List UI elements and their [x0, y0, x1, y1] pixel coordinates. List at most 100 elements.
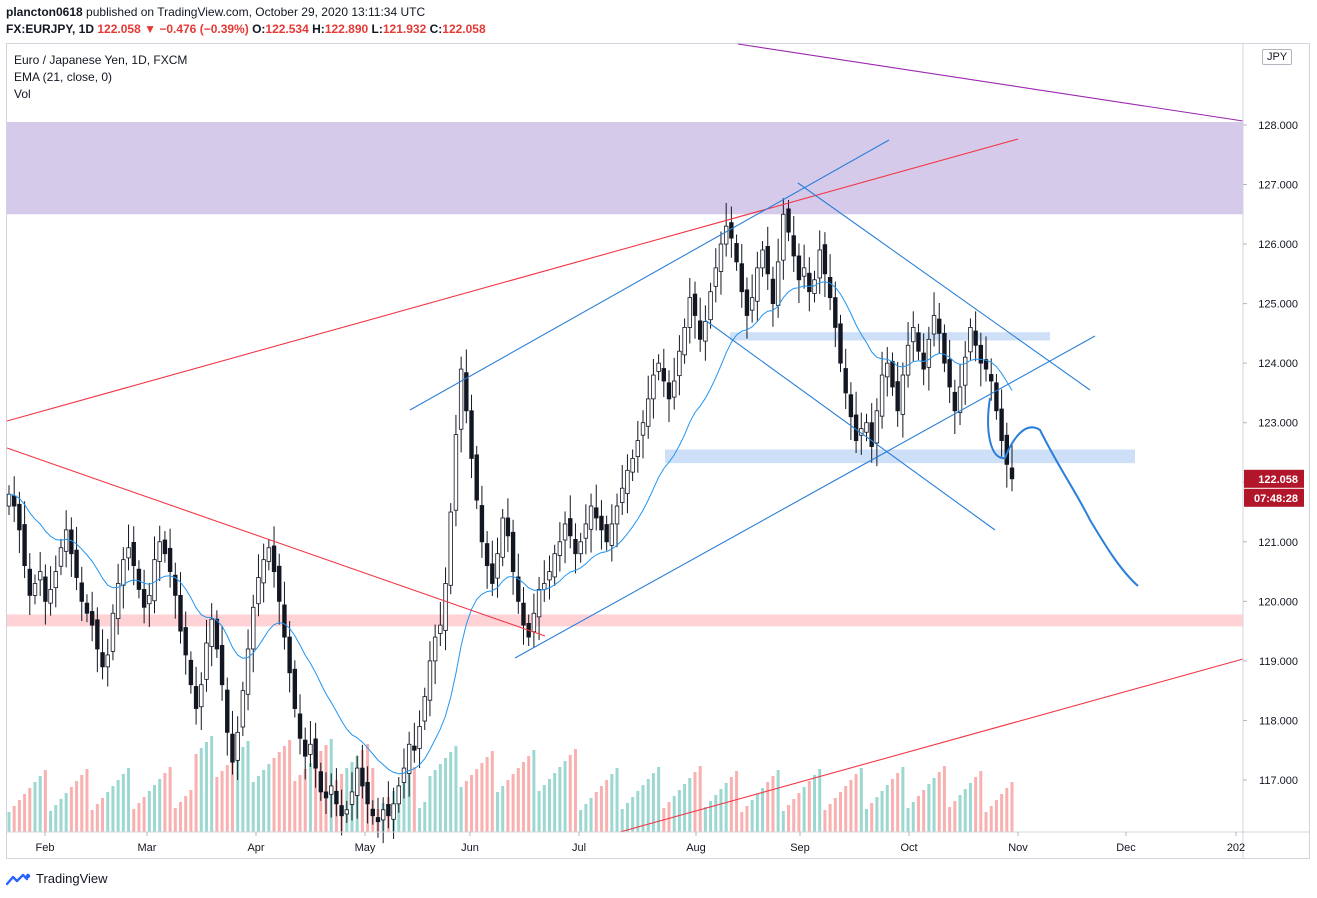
candle-body — [604, 524, 609, 543]
candle-body — [121, 559, 126, 586]
candle-body — [583, 523, 589, 539]
o-value: 122.534 — [265, 22, 309, 36]
candle-body — [661, 368, 667, 382]
candle-body — [682, 327, 687, 356]
volume-bar — [828, 804, 832, 832]
volume-bar — [428, 776, 432, 832]
blue-channel-upper — [409, 139, 890, 411]
candle-body — [562, 523, 568, 541]
candle-body — [516, 576, 521, 602]
candle-body — [432, 636, 438, 662]
candle-body — [994, 382, 999, 412]
candle-body — [474, 454, 479, 501]
volume-bar — [163, 773, 167, 832]
candle-body — [822, 244, 828, 275]
candle-body — [245, 648, 251, 695]
volume-bar — [127, 768, 131, 832]
volume-bar — [787, 805, 791, 832]
candle-body — [110, 612, 116, 652]
candle-body — [6, 493, 12, 507]
candle-body — [651, 374, 656, 400]
author-name[interactable]: plancton0618 — [6, 5, 83, 19]
volume-bar — [298, 775, 302, 832]
volume-bar — [802, 787, 806, 832]
red-trendline-down — [6, 447, 546, 637]
volume-bar — [485, 757, 489, 832]
volume-bar — [204, 742, 208, 832]
volume-bar — [511, 774, 515, 832]
candle-body — [812, 279, 817, 294]
volume-bar — [220, 771, 224, 832]
purple-trendline — [737, 43, 1244, 122]
candle-body — [167, 547, 173, 572]
candle-body — [261, 559, 266, 584]
volume-bar — [568, 755, 572, 832]
candle-body — [713, 267, 718, 287]
volume-bar — [771, 776, 775, 832]
candle-body — [63, 529, 69, 552]
volume-bar — [371, 768, 375, 832]
candle-body — [380, 809, 386, 821]
candle-body — [916, 332, 921, 352]
candle-body — [219, 645, 225, 686]
candle-body — [95, 619, 100, 650]
c-label: C: — [429, 22, 443, 36]
volume-bar — [480, 763, 484, 832]
volume-bar — [729, 777, 733, 832]
volume-bar — [267, 764, 271, 832]
volume-bar — [864, 809, 868, 832]
volume-bar — [880, 791, 884, 832]
volume-bar — [844, 786, 848, 832]
candle-body — [484, 543, 490, 567]
candle-body — [297, 713, 303, 739]
candle-body — [625, 469, 630, 494]
candle-body — [354, 767, 360, 796]
volume-bar — [506, 780, 510, 832]
volume-bar — [859, 768, 863, 832]
breakout-zone — [665, 449, 1135, 464]
legend-ema[interactable]: EMA (21, close, 0) — [14, 70, 113, 84]
candle-body — [323, 791, 329, 799]
volume-bar — [657, 767, 661, 832]
candle-body — [126, 547, 131, 559]
candle-body — [895, 381, 900, 412]
volume-bar — [963, 789, 967, 832]
volume-bar — [792, 799, 796, 832]
candle-body — [666, 382, 672, 400]
legend-vol[interactable]: Vol — [14, 87, 31, 101]
volume-bar — [854, 774, 858, 832]
footer-brand[interactable]: TradingView — [36, 871, 108, 886]
y-tick-label: 118.000 — [1259, 715, 1298, 727]
currency-badge[interactable]: JPY — [1262, 49, 1293, 65]
volume-bar — [610, 774, 614, 832]
candle-body — [282, 604, 287, 638]
volume-bar — [7, 812, 11, 832]
volume-bar — [38, 776, 42, 832]
volume-bar — [683, 784, 687, 832]
legend-symbol[interactable]: Euro / Japanese Yen, 1D, FXCM — [14, 53, 188, 67]
l-value: 121.932 — [382, 22, 427, 36]
y-tick-label: 117.000 — [1259, 775, 1298, 787]
volume-bar — [714, 795, 718, 832]
candle-body — [344, 809, 349, 815]
candle-body — [214, 618, 220, 650]
published-text: published on TradingView.com, October 29… — [86, 5, 426, 19]
candle-body — [89, 611, 95, 626]
candle-body — [677, 350, 682, 377]
volume-bar — [95, 804, 99, 832]
volume-bar — [948, 807, 952, 832]
candle-body — [230, 733, 235, 763]
countdown-label-bg — [1244, 488, 1304, 507]
volume-bar — [90, 810, 94, 832]
volume-bar — [438, 764, 442, 832]
candle-body — [266, 547, 272, 562]
volume-bar — [594, 792, 598, 832]
candle-body — [157, 541, 162, 562]
candle-body — [339, 805, 344, 817]
volume-bar — [121, 774, 125, 832]
candle-body — [204, 642, 209, 680]
candle-body — [874, 410, 880, 444]
volume-bar — [953, 801, 957, 832]
candle-body — [105, 654, 110, 668]
